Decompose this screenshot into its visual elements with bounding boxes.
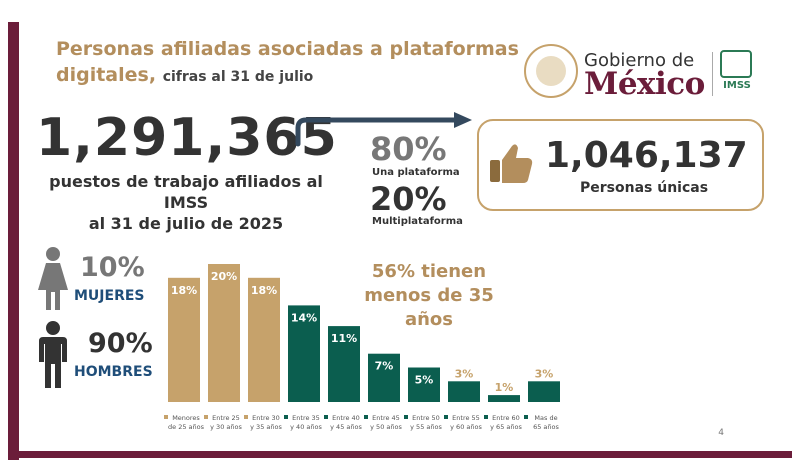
category-label-2-0: Entre 30	[252, 414, 280, 422]
category-label-4-1: y 45 años	[330, 423, 362, 431]
legend-swatch-2	[244, 415, 248, 419]
legend-swatch-5	[364, 415, 368, 419]
man-icon	[39, 321, 67, 388]
bar-1	[208, 264, 240, 402]
category-label-3-0: Entre 35	[292, 414, 320, 422]
bar-8	[488, 395, 520, 402]
title-main: Personas afiliadas asociadas a plataform…	[56, 38, 519, 86]
unique-persons-box	[477, 119, 764, 211]
bar-label-8: 1%	[495, 381, 514, 394]
category-label-7-0: Entre 55	[452, 414, 480, 422]
bar-6	[408, 367, 440, 402]
category-label-2-1: y 35 años	[250, 423, 282, 431]
legend-swatch-4	[324, 415, 328, 419]
category-label-6-1: y 55 años	[410, 423, 442, 431]
bar-label-6: 5%	[415, 374, 434, 387]
multi-platform-label: Multiplataforma	[372, 216, 463, 227]
category-label-0-0: Menores	[172, 414, 200, 422]
legend-swatch-1	[204, 415, 208, 419]
bar-label-2: 18%	[251, 284, 277, 297]
bar-3	[288, 305, 320, 402]
category-label-1-0: Entre 25	[212, 414, 240, 422]
legend-swatch-3	[284, 415, 288, 419]
bar-label-4: 11%	[331, 332, 357, 345]
total-jobs-number: 1,291,365	[36, 108, 338, 168]
total-jobs-description: puestos de trabajo afiliados al IMSS al …	[36, 171, 336, 234]
highlight-line3: años	[404, 309, 454, 330]
bar-2	[248, 277, 280, 402]
arrow-right-icon	[295, 112, 472, 147]
bar-label-0: 18%	[171, 284, 197, 297]
page-number: 4	[718, 428, 724, 438]
imss-icon	[720, 50, 752, 78]
logo-divider	[712, 52, 713, 96]
highlight-line2: menos de 35	[364, 285, 494, 306]
bar-label-1: 20%	[211, 270, 237, 283]
title-sub: cifras al 31 de julio	[162, 69, 314, 85]
slide-title: Personas afiliadas asociadas a plataform…	[56, 36, 526, 90]
total-desc-line2: al 31 de julio de 2025	[88, 214, 284, 233]
category-label-3-1: y 40 años	[290, 423, 322, 431]
total-desc-line1: puestos de trabajo afiliados al IMSS	[49, 172, 323, 212]
category-label-1-1: y 30 años	[210, 423, 242, 431]
logo-line2: México	[584, 66, 705, 102]
bar-label-7: 3%	[455, 367, 474, 380]
bar-0	[168, 277, 200, 402]
one-platform-percent: 80%	[370, 130, 447, 168]
highlight-line1: 56% tienen	[371, 261, 487, 282]
bar-5	[368, 353, 400, 402]
one-platform-label: Una plataforma	[372, 167, 460, 178]
category-label-5-1: y 50 años	[370, 423, 402, 431]
category-label-7-1: y 60 años	[450, 423, 482, 431]
category-label-5-0: Entre 45	[372, 414, 400, 422]
unique-persons-number: 1,046,137	[545, 135, 748, 176]
legend-swatch-8	[484, 415, 488, 419]
legend-swatch-0	[164, 415, 168, 419]
women-label: MUJERES	[74, 288, 145, 304]
bar-label-5: 7%	[375, 360, 394, 373]
category-label-8-1: y 65 años	[490, 423, 522, 431]
legend-swatch-9	[524, 415, 528, 419]
government-logo: Gobierno de México IMSS	[524, 44, 764, 104]
bar-label-3: 14%	[291, 311, 317, 324]
national-seal-icon	[524, 44, 578, 98]
imss-label: IMSS	[723, 80, 751, 91]
men-label: HOMBRES	[74, 364, 153, 380]
women-percent: 10%	[80, 252, 145, 283]
thumbs-up-icon	[490, 144, 533, 183]
category-label-9-0: Mas de	[534, 414, 557, 422]
bottom-accent-bar	[8, 451, 792, 458]
imss-logo: IMSS	[720, 50, 754, 96]
bar-4	[328, 326, 360, 402]
category-label-6-0: Entre 50	[412, 414, 440, 422]
category-label-9-1: 65 años	[533, 423, 559, 431]
left-accent-bar	[8, 22, 19, 460]
legend-swatch-7	[444, 415, 448, 419]
bar-9	[528, 381, 560, 402]
category-label-0-1: de 25 años	[168, 423, 205, 431]
category-label-8-0: Entre 60	[492, 414, 520, 422]
men-percent: 90%	[88, 328, 153, 359]
bar-7	[448, 381, 480, 402]
age-highlight: 56% tienen menos de 35 años	[354, 260, 504, 332]
category-label-4-0: Entre 40	[332, 414, 360, 422]
multi-platform-percent: 20%	[370, 180, 447, 218]
unique-persons-label: Personas únicas	[580, 180, 709, 196]
logo-line1: Gobierno de	[584, 50, 695, 71]
legend-swatch-6	[404, 415, 408, 419]
woman-icon	[38, 247, 68, 310]
bar-label-9: 3%	[535, 367, 554, 380]
